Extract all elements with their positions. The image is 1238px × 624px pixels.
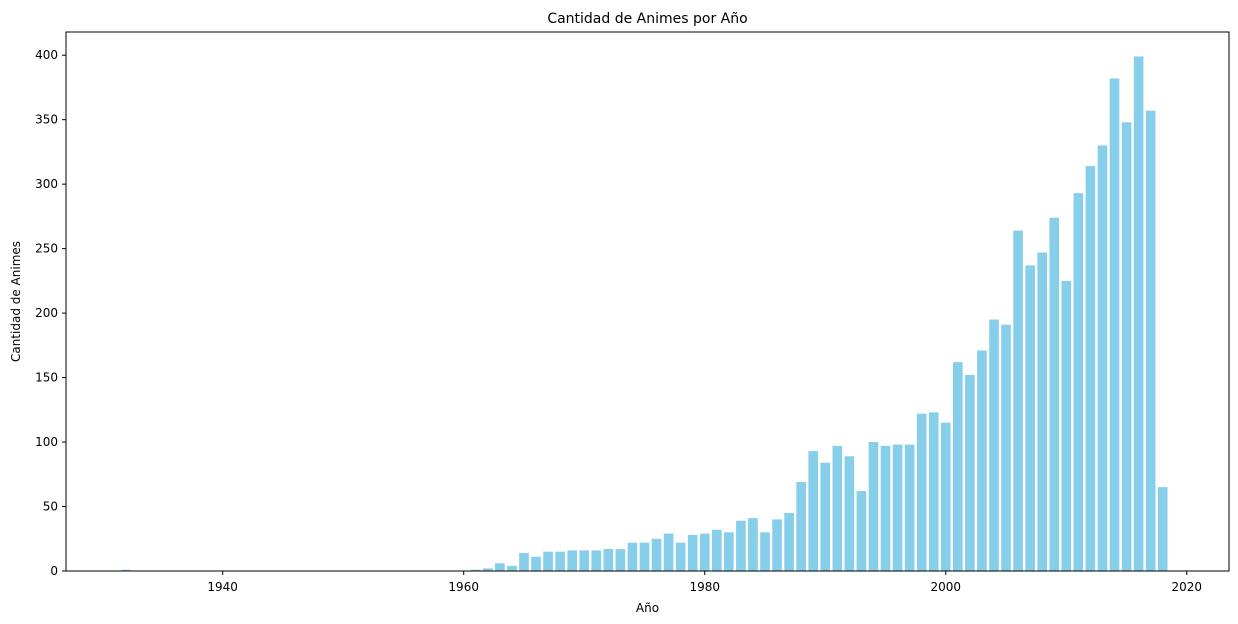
bar xyxy=(724,532,734,571)
x-tick-label: 1960 xyxy=(448,580,479,594)
plot-frame xyxy=(65,31,1230,572)
bar xyxy=(495,563,505,571)
bar xyxy=(1013,230,1023,571)
bar xyxy=(736,520,746,571)
bar xyxy=(844,456,855,571)
bar xyxy=(675,542,686,571)
y-axis: 0 50 100 150 200 250 300 350 400 xyxy=(35,48,66,578)
y-tick-label: 150 xyxy=(35,371,58,385)
bar xyxy=(1133,56,1144,571)
x-tick-label: 1980 xyxy=(689,580,720,594)
y-tick-label: 100 xyxy=(35,435,58,449)
bar xyxy=(832,445,843,571)
bar xyxy=(482,568,493,571)
x-tick-label: 2020 xyxy=(1172,580,1203,594)
chart-title: Cantidad de Animes por Año xyxy=(547,11,747,27)
x-axis: 1940 1960 1980 2000 2020 xyxy=(207,571,1202,594)
bar xyxy=(579,550,590,571)
bar xyxy=(1109,78,1120,572)
bar xyxy=(603,549,614,571)
bar xyxy=(1037,252,1048,571)
bar xyxy=(711,529,722,571)
bar xyxy=(1085,166,1096,572)
bar xyxy=(772,519,782,571)
bar xyxy=(856,491,867,571)
bar xyxy=(760,532,770,571)
bar xyxy=(953,362,963,571)
bar xyxy=(868,442,879,571)
bar xyxy=(121,569,132,571)
bar xyxy=(651,538,662,571)
x-tick-label: 1940 xyxy=(207,580,238,594)
y-tick-label: 200 xyxy=(35,306,58,320)
bar xyxy=(1001,324,1011,571)
x-tick-label: 2000 xyxy=(931,580,962,594)
bar xyxy=(748,518,758,571)
y-tick-label: 350 xyxy=(35,113,58,127)
bar xyxy=(892,444,903,571)
y-tick-label: 300 xyxy=(35,177,58,191)
bar xyxy=(531,556,541,571)
bar xyxy=(880,445,891,571)
bar xyxy=(965,375,975,571)
bar xyxy=(567,550,577,571)
bar xyxy=(470,569,481,571)
y-tick-label: 400 xyxy=(35,48,58,62)
bar xyxy=(1049,217,1060,571)
bar xyxy=(555,551,565,571)
bar xyxy=(784,512,794,571)
bar xyxy=(989,319,999,571)
bar xyxy=(1025,265,1035,571)
bar xyxy=(1073,193,1084,571)
bar xyxy=(808,451,819,571)
bar xyxy=(796,482,806,571)
y-tick-label: 0 xyxy=(50,564,58,578)
bar xyxy=(663,533,674,571)
bar xyxy=(699,533,710,571)
bar xyxy=(1121,122,1132,571)
y-tick-label: 250 xyxy=(35,242,58,256)
bar xyxy=(543,551,553,571)
bar xyxy=(1061,280,1072,571)
y-tick-label: 50 xyxy=(43,500,58,514)
bar xyxy=(1145,110,1156,571)
x-axis-label: Año xyxy=(636,601,659,615)
bar xyxy=(639,542,650,571)
bars-group xyxy=(121,56,1168,572)
bar xyxy=(519,552,529,571)
bar xyxy=(1157,487,1168,571)
bar xyxy=(627,542,638,571)
bar xyxy=(687,534,698,571)
bar xyxy=(820,462,831,571)
bar xyxy=(1097,145,1108,571)
bar xyxy=(940,422,951,571)
y-axis-label: Cantidad de Animes xyxy=(9,241,23,362)
bar xyxy=(507,565,517,571)
bar xyxy=(977,350,987,571)
bar xyxy=(615,549,626,571)
bar xyxy=(591,550,602,571)
bar xyxy=(904,444,915,571)
bar xyxy=(916,413,927,571)
bar xyxy=(928,412,939,571)
